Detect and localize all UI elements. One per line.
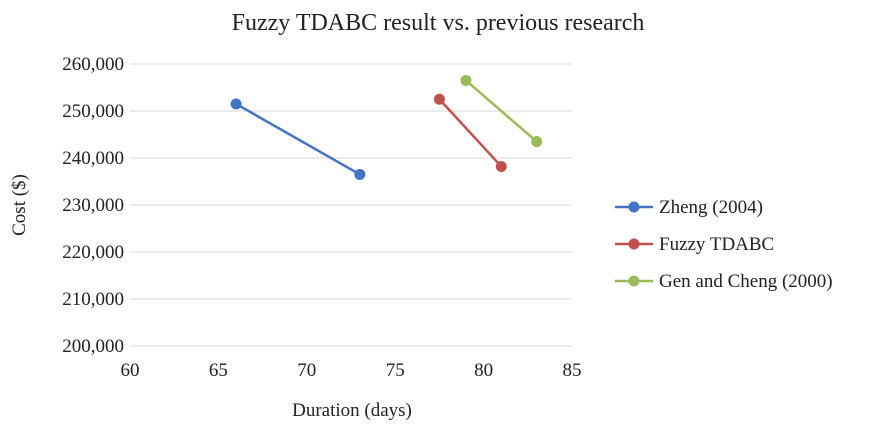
x-tick-label: 75 (386, 360, 405, 381)
data-point (495, 160, 507, 172)
x-tick-label: 80 (474, 360, 493, 381)
data-point (531, 136, 543, 148)
x-tick-label: 60 (121, 360, 140, 381)
series-line (465, 79, 538, 143)
legend-label: Zheng (2004) (659, 197, 763, 218)
data-point (230, 98, 242, 110)
y-tick-label: 260,000 (62, 54, 124, 75)
data-point (354, 168, 366, 180)
x-tick-label: 85 (563, 360, 582, 381)
y-tick-label: 230,000 (62, 195, 124, 216)
series-2 (433, 93, 507, 172)
y-tick-label: 240,000 (62, 148, 124, 169)
legend-marker (628, 238, 640, 250)
y-tick-label: 220,000 (62, 242, 124, 263)
y-tick-label: 210,000 (62, 289, 124, 310)
series-line (438, 98, 503, 168)
x-axis-label: Duration (days) (292, 400, 412, 421)
series-line (235, 102, 361, 176)
x-ticks: 60 65 70 75 80 85 (121, 360, 582, 381)
y-tick-label: 250,000 (62, 101, 124, 122)
grid (130, 63, 572, 347)
y-axis-label: Cost ($) (9, 174, 30, 236)
series-group (230, 74, 543, 180)
series-1 (230, 98, 366, 180)
data-point (433, 93, 445, 105)
legend-marker (628, 201, 640, 213)
x-tick-label: 65 (209, 360, 228, 381)
series-3 (460, 74, 543, 148)
legend-label: Gen and Cheng (2000) (659, 271, 833, 292)
legend-marker (628, 275, 640, 287)
y-tick-label: 200,000 (62, 336, 124, 357)
y-ticks: 200,000 210,000 220,000 230,000 240,000 250,0… (62, 54, 124, 357)
data-point (460, 74, 472, 86)
chart-title: Fuzzy TDABC result vs. previous research (232, 10, 645, 36)
x-tick-label: 70 (297, 360, 316, 381)
legend: Zheng (2004) Fuzzy TDABC Gen and Cheng (20… (615, 197, 833, 292)
legend-label: Fuzzy TDABC (659, 234, 774, 255)
